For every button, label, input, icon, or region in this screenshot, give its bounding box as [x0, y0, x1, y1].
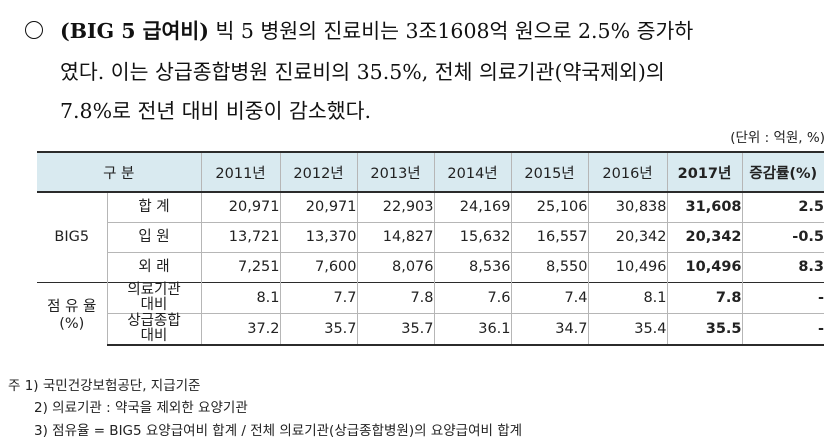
cell: 7.7: [279, 281, 358, 313]
header-2013: 2013년: [356, 151, 435, 193]
row-label-medical: 의료기관 대비: [106, 281, 202, 313]
cell: 20,342: [666, 221, 743, 252]
row-label-line1: 의료기관: [127, 281, 181, 298]
cell: 7.4: [510, 281, 589, 313]
header-2015: 2015년: [510, 151, 589, 193]
cell: -: [741, 281, 825, 313]
cell: 7,251: [200, 251, 281, 282]
cell: 35.7: [356, 312, 435, 346]
cell: 31,608: [666, 192, 743, 222]
group-big5: BIG5: [54, 229, 90, 246]
row-label-inpatient: 입 원: [106, 221, 202, 252]
cell: 14,827: [356, 221, 435, 252]
footnote-1: 주 1) 국민건강보험공단, 지급기준: [8, 378, 201, 394]
cell: 30,838: [587, 192, 668, 222]
row-label-outpatient: 외 래: [106, 251, 202, 282]
cell: 20,342: [587, 221, 668, 252]
unit-label: (단위 : 억원, %): [730, 130, 825, 146]
cell: 35.5: [666, 312, 743, 346]
cell: 35.7: [279, 312, 358, 346]
table-row-share-medical: 점 유 율 (%) 의료기관 대비 8.1 7.7 7.8 7.6 7.4 8.…: [37, 281, 825, 345]
circle-bullet-icon: [25, 21, 43, 39]
cell: 13,721: [200, 221, 281, 252]
cell: 7.8: [356, 281, 435, 313]
group-share-line2: (%): [59, 316, 85, 332]
cell: 10,496: [587, 251, 668, 282]
row-label-total: 합 계: [106, 192, 202, 222]
row-label-line2: 대비: [140, 327, 168, 344]
header-change: 증감률(%): [741, 151, 825, 193]
summary-line-3: 7.8%로 전년 대비 비중이 감소했다.: [60, 99, 371, 123]
summary-line-1: (BIG 5 급여비) 빅 5 병원의 진료비는 3조1608억 원으로 2.5…: [60, 14, 693, 44]
header-2012: 2012년: [279, 151, 358, 193]
footnote-2: 2) 의료기관 : 약국을 제외한 요양기관: [34, 400, 248, 416]
cell: 8,536: [433, 251, 512, 282]
cell: 36.1: [433, 312, 512, 346]
row-label-tertiary: 상급종합 대비: [106, 312, 202, 346]
summary-line-1-text: 빅 5 병원의 진료비는 3조1608억 원으로 2.5% 증가하: [208, 19, 694, 43]
header-2011: 2011년: [200, 151, 281, 193]
summary-heading: (BIG 5 급여비): [60, 19, 209, 43]
row-label-line2: 대비: [140, 296, 168, 313]
cell: 16,557: [510, 221, 589, 252]
table-row-inpatient: 입 원 13,721 13,370 14,827 15,632 16,557 2…: [37, 221, 825, 252]
cell: 8.3: [741, 251, 825, 282]
cell: 20,971: [279, 192, 358, 222]
table-row-share-tertiary: 상급종합 대비 37.2 35.7 35.7 36.1 34.7 35.4 35…: [37, 312, 825, 346]
table-row-outpatient: 외 래 7,251 7,600 8,076 8,536 8,550 10,496…: [37, 251, 825, 282]
cell: 15,632: [433, 221, 512, 252]
cell: -0.5: [741, 221, 825, 252]
cell: 25,106: [510, 192, 589, 222]
summary-line-2: 였다. 이는 상급종합병원 진료비의 35.5%, 전체 의료기관(약국제외)의: [60, 60, 665, 84]
cell: -: [741, 312, 825, 346]
cell: 10,496: [666, 251, 743, 282]
header-2016: 2016년: [587, 151, 668, 193]
group-share-line1: 점 유 율: [47, 299, 97, 315]
cell: 35.4: [587, 312, 668, 346]
cell: 7.6: [433, 281, 512, 313]
header-2014: 2014년: [433, 151, 512, 193]
cell: 22,903: [356, 192, 435, 222]
cell: 8.1: [587, 281, 668, 313]
header-2017: 2017년: [666, 151, 743, 193]
row-label-line1: 상급종합: [127, 312, 181, 329]
footnote-3: 3) 점유율 = BIG5 요양급여비 합계 / 전체 의료기관(상급종합병원)…: [34, 423, 523, 439]
header-category: 구 분: [37, 151, 202, 193]
group-share: 점 유 율 (%): [37, 281, 107, 345]
cell: 20,971: [200, 192, 281, 222]
cell: 7.8: [666, 281, 743, 313]
cell: 2.5: [741, 192, 825, 222]
cell: 37.2: [200, 312, 281, 346]
cell: 13,370: [279, 221, 358, 252]
cell: 8,076: [356, 251, 435, 282]
cell: 34.7: [510, 312, 589, 346]
table-row-total: BIG5 합 계 20,971 20,971 22,903 24,169 25,…: [37, 192, 825, 245]
cell: 8.1: [200, 281, 281, 313]
cell: 8,550: [510, 251, 589, 282]
cell: 7,600: [279, 251, 358, 282]
cell: 24,169: [433, 192, 512, 222]
big5-expense-table: 구 분 2011년 2012년 2013년 2014년 2015년 2016년 …: [37, 151, 825, 346]
table-header-row: 구 분 2011년 2012년 2013년 2014년 2015년 2016년 …: [37, 151, 825, 193]
